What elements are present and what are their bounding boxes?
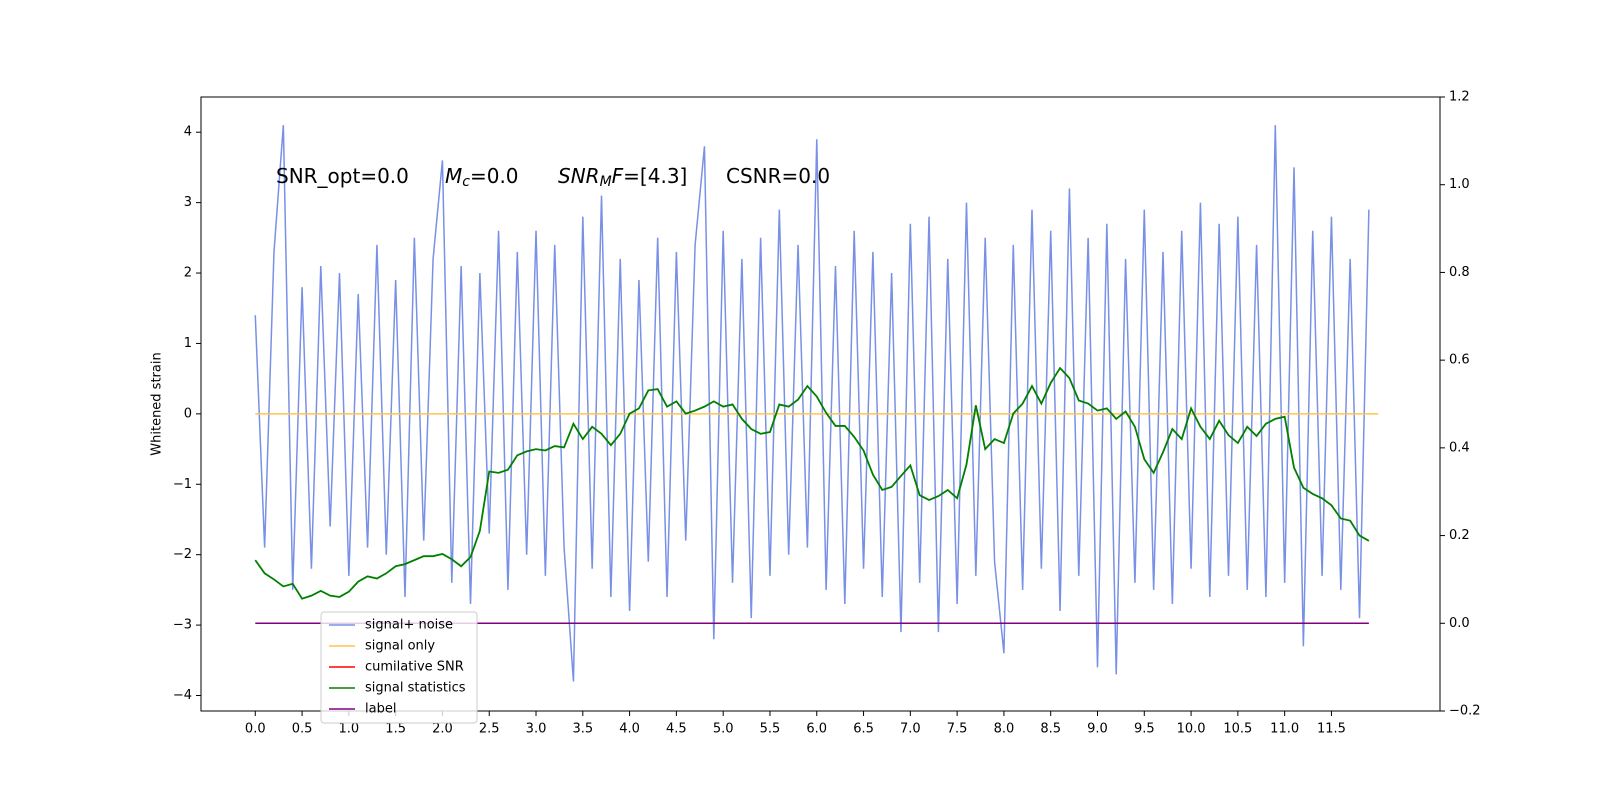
x-tick-label: 11.5 — [1317, 722, 1346, 737]
x-tick-label: 3.5 — [572, 722, 593, 737]
legend-label: signal only — [365, 639, 435, 654]
x-tick-label: 1.0 — [339, 722, 360, 737]
annotation: SNRMF=[4.3] — [558, 164, 687, 191]
x-tick-label: 3.0 — [526, 722, 547, 737]
y2-tick-label: −0.2 — [1449, 704, 1481, 719]
annotation-part: CSNR=0.0 — [726, 164, 830, 188]
x-tick-label: 10.5 — [1223, 722, 1252, 737]
y-tick-label: 0 — [184, 406, 192, 421]
x-tick-label: 8.5 — [1040, 722, 1061, 737]
y2-tick-label: 0.8 — [1449, 265, 1470, 280]
legend-label: signal+ noise — [365, 618, 453, 633]
x-tick-label: 2.0 — [432, 722, 453, 737]
x-tick-label: 0.5 — [292, 722, 313, 737]
y2-tick-label: 1.0 — [1449, 177, 1470, 192]
x-tick-label: 9.5 — [1134, 722, 1155, 737]
x-tick-label: 7.0 — [900, 722, 921, 737]
annotation-part: =[4.3] — [623, 164, 687, 188]
y-tick-label: 3 — [184, 195, 192, 210]
y-tick-label: −4 — [173, 688, 192, 703]
legend-label: signal statistics — [365, 681, 466, 696]
y-tick-label: −2 — [173, 547, 192, 562]
x-tick-label: 5.0 — [713, 722, 734, 737]
y-tick-label: −1 — [173, 477, 192, 492]
x-tick-label: 8.0 — [994, 722, 1015, 737]
plot-frame — [200, 96, 1441, 712]
x-tick-label: 0.0 — [245, 722, 266, 737]
annotation-part: SNR_opt=0.0 — [276, 164, 409, 188]
x-tick-label: 4.0 — [619, 722, 640, 737]
legend-label: cumilative SNR — [365, 660, 464, 675]
x-tick-label: 9.0 — [1087, 722, 1108, 737]
x-tick-label: 10.0 — [1177, 722, 1206, 737]
annotation: CSNR=0.0 — [726, 164, 830, 188]
annotation-part: M — [445, 164, 462, 188]
y-axis-label: Whitened strain — [150, 352, 165, 455]
annotation-part: M — [600, 174, 612, 190]
y-tick-label: 1 — [184, 336, 192, 351]
line-series — [254, 366, 1370, 600]
x-tick-label: 6.5 — [853, 722, 874, 737]
annotation-part: c — [462, 174, 470, 190]
x-tick-label: 6.0 — [806, 722, 827, 737]
x-tick-label: 11.0 — [1270, 722, 1299, 737]
annotation-part: F — [612, 164, 624, 188]
y2-tick-label: 0.4 — [1449, 440, 1470, 455]
x-tick-label: 2.5 — [479, 722, 500, 737]
legend-box — [320, 611, 478, 724]
annotation-part: SNR — [558, 164, 600, 188]
y-tick-label: −3 — [173, 618, 192, 633]
annotation: Mc=0.0 — [445, 164, 519, 191]
y2-tick-label: 0.2 — [1449, 528, 1470, 543]
x-tick-label: 7.5 — [947, 722, 968, 737]
annotation: SNR_opt=0.0 — [276, 164, 409, 188]
line-series — [254, 125, 1370, 682]
y-tick-label: 2 — [184, 266, 192, 281]
y-tick-label: 4 — [184, 125, 192, 140]
y2-tick-label: 0.0 — [1449, 616, 1470, 631]
legend-label: label — [365, 702, 396, 717]
y2-tick-label: 0.6 — [1449, 353, 1470, 368]
annotation-part: =0.0 — [470, 164, 519, 188]
plot-area — [254, 125, 1379, 682]
x-tick-label: 4.5 — [666, 722, 687, 737]
x-tick-label: 1.5 — [385, 722, 406, 737]
x-tick-label: 5.5 — [760, 722, 781, 737]
y2-tick-label: 1.2 — [1449, 90, 1470, 105]
